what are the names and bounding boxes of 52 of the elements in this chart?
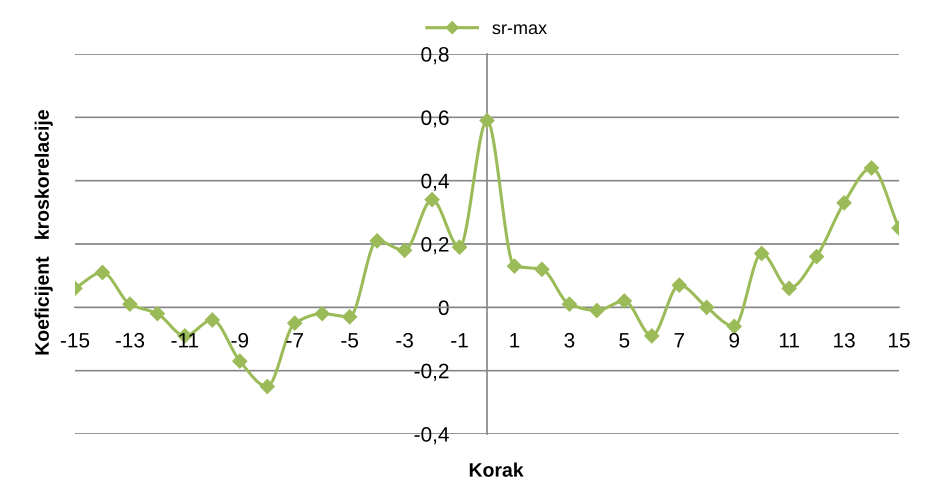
point [260,378,275,394]
y-tick-label: 0,4 [421,174,449,191]
x-tick-label: 9 [729,332,740,348]
point [287,316,302,331]
point [782,280,797,296]
x-tick-label: -1 [451,333,468,348]
point [534,262,550,277]
point [809,249,824,264]
point [616,293,632,309]
x-tick-label: 3 [564,332,574,348]
point [836,195,852,210]
point [672,278,687,293]
y-tick-label: 0,2 [421,237,448,254]
point [314,306,330,322]
x-tick-label: 13 [834,332,855,348]
y-tick-label: -0,2 [414,364,448,381]
point [204,312,220,328]
y-tick-label: -0,4 [414,427,449,444]
point [754,246,770,262]
point [342,309,358,324]
x-tick-label: -9 [231,332,248,348]
y-tick-label: 0,8 [421,47,449,64]
point [452,240,468,255]
point [150,306,165,322]
point [122,296,138,312]
point [232,354,248,369]
x-tick-label: -15 [60,333,90,348]
point [479,112,495,128]
point [589,302,604,318]
point [424,192,440,208]
x-tick-label: 11 [780,333,799,348]
point [726,318,742,334]
x-tick-label: 5 [619,333,630,348]
point [370,233,385,248]
x-tick-label: -13 [116,332,144,348]
legend-label: sr-max [492,24,547,34]
x-tick-label: -3 [396,332,413,348]
x-tick-label: 1 [510,333,520,348]
point [644,328,660,344]
point [864,160,880,176]
x-tick-label: 7 [674,333,684,348]
x-axis-title: Korak [470,462,524,477]
point [94,264,110,280]
point [397,242,412,258]
point [699,300,714,315]
x-tick-label: -11 [172,333,198,348]
y-axis-title: Koeficijent kroskorelacije [34,110,53,354]
x-tick-label: -5 [341,333,358,348]
y-tick-label: 0,6 [421,110,449,128]
x-tick-label: 15 [889,333,910,348]
point [562,296,577,312]
point [506,258,522,274]
